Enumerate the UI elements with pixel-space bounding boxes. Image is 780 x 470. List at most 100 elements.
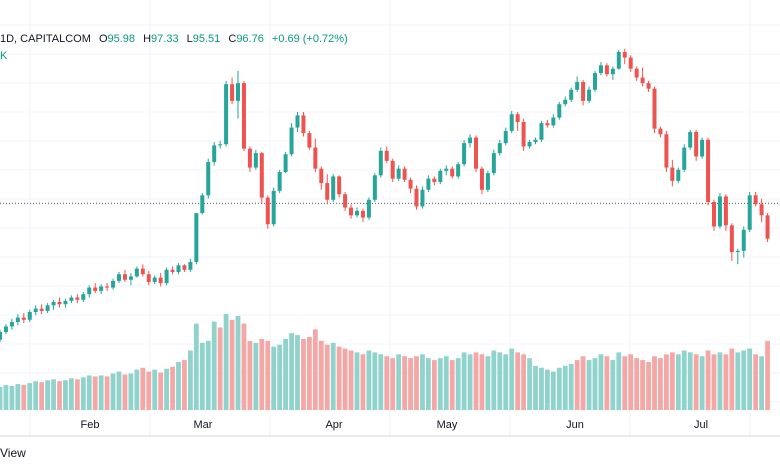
volume-bar-113 (669, 352, 675, 410)
candle-body-120 (712, 202, 716, 227)
volume-bar-17 (98, 375, 104, 410)
candle-body-64 (378, 150, 383, 176)
candle-body-63 (372, 175, 377, 200)
candle-body-119 (706, 139, 711, 202)
candle-body-13 (75, 297, 80, 300)
candle-body-95 (563, 99, 568, 105)
volume-bar-31 (182, 360, 187, 410)
candle-body-5 (27, 312, 32, 320)
candle-body-9 (51, 302, 56, 306)
volume-bar-58 (342, 348, 348, 410)
volume-bar-56 (330, 342, 336, 410)
volume-bar-104 (616, 352, 622, 410)
ohlc-legend: 1D, CAPITALCOM O95.98 H97.33 L95.51 C96.… (0, 33, 348, 45)
volume-bar-123 (729, 348, 735, 410)
volume-bar-115 (681, 350, 687, 410)
candle-body-68 (402, 168, 407, 180)
volume-bar-124 (735, 352, 741, 410)
x-tick-apr: Apr (325, 419, 342, 431)
candle-body-113 (670, 167, 675, 181)
volume-bar-90 (533, 365, 538, 410)
candle-body-44 (259, 153, 264, 198)
candle-body-110 (652, 88, 657, 129)
volume-bar-85 (503, 354, 509, 410)
candle-body-94 (557, 104, 562, 118)
volume-bar-103 (610, 360, 616, 410)
candle-body-18 (105, 286, 110, 288)
low-value: 95.51 (192, 33, 221, 45)
candle-body-93 (551, 117, 556, 126)
candle-body-90 (533, 139, 538, 142)
footer-view-link[interactable]: View (0, 446, 26, 460)
candle-body-10 (57, 302, 62, 305)
volume-bar-47 (277, 344, 283, 410)
volume-bar-69 (408, 358, 413, 410)
candle-body-24 (140, 268, 145, 275)
volume-bar-13 (74, 379, 80, 410)
volume-bar-4 (21, 385, 27, 410)
volume-bar-40 (235, 315, 241, 410)
volume-bar-121 (717, 352, 723, 410)
candle-body-80 (474, 137, 478, 169)
volume-bar-77 (455, 358, 461, 410)
candle-body-26 (152, 277, 157, 282)
volume-bar-35 (205, 340, 211, 410)
candle-body-30 (176, 265, 181, 272)
candle-body-118 (700, 139, 705, 157)
candle-body-98 (581, 82, 586, 101)
candle-body-116 (688, 132, 693, 148)
volume-bar-70 (414, 356, 419, 410)
candle-body-48 (283, 154, 288, 172)
candle-body-72 (426, 178, 431, 190)
candle-body-22 (128, 276, 133, 280)
candle-body-75 (444, 168, 449, 171)
candle-body-91 (539, 123, 544, 140)
candle-body-28 (164, 269, 169, 284)
candle-body-1 (3, 326, 8, 332)
candle-body-102 (604, 65, 609, 75)
volume-bar-38 (223, 314, 229, 410)
volume-bar-114 (675, 354, 681, 410)
candle-body-108 (640, 77, 645, 84)
candle-body-12 (69, 297, 74, 301)
volume-bar-60 (354, 352, 360, 410)
volume-bar-108 (640, 360, 645, 410)
candle-body-88 (521, 122, 526, 147)
volume-bar-43 (253, 342, 259, 410)
x-tick-jun: Jun (566, 419, 584, 431)
high-label: H (143, 33, 152, 45)
volume-bar-95 (562, 365, 568, 410)
volume-bar-98 (580, 356, 586, 410)
volume-bar-23 (134, 369, 140, 410)
candle-body-15 (87, 287, 92, 295)
volume-bar-20 (116, 371, 122, 410)
candle-body-42 (247, 148, 252, 168)
volume-bar-21 (122, 374, 128, 410)
candle-body-67 (396, 168, 401, 179)
volume-bar-127 (753, 354, 759, 410)
volume-bar-59 (348, 350, 354, 410)
candle-body-123 (729, 225, 734, 252)
candle-body-111 (658, 128, 663, 135)
low-label: L (186, 33, 193, 45)
volume-bar-99 (586, 360, 592, 410)
candle-body-129 (765, 215, 770, 239)
volume-bar-37 (217, 327, 223, 410)
volume-bar-50 (295, 335, 300, 410)
candle-body-0 (0, 332, 2, 340)
candle-body-52 (307, 133, 312, 148)
candle-body-32 (188, 262, 193, 270)
volume-bar-97 (574, 360, 580, 410)
volume-bar-119 (705, 350, 711, 410)
volume-bar-2 (9, 386, 15, 410)
candle-body-60 (355, 210, 359, 216)
volume-bar-41 (241, 323, 247, 410)
volume-bar-33 (193, 323, 199, 410)
candle-body-59 (349, 207, 354, 216)
candle-body-74 (438, 170, 443, 182)
volume-bar-19 (110, 373, 116, 410)
volume-bar-107 (634, 358, 640, 410)
volume-bar-39 (229, 319, 235, 410)
